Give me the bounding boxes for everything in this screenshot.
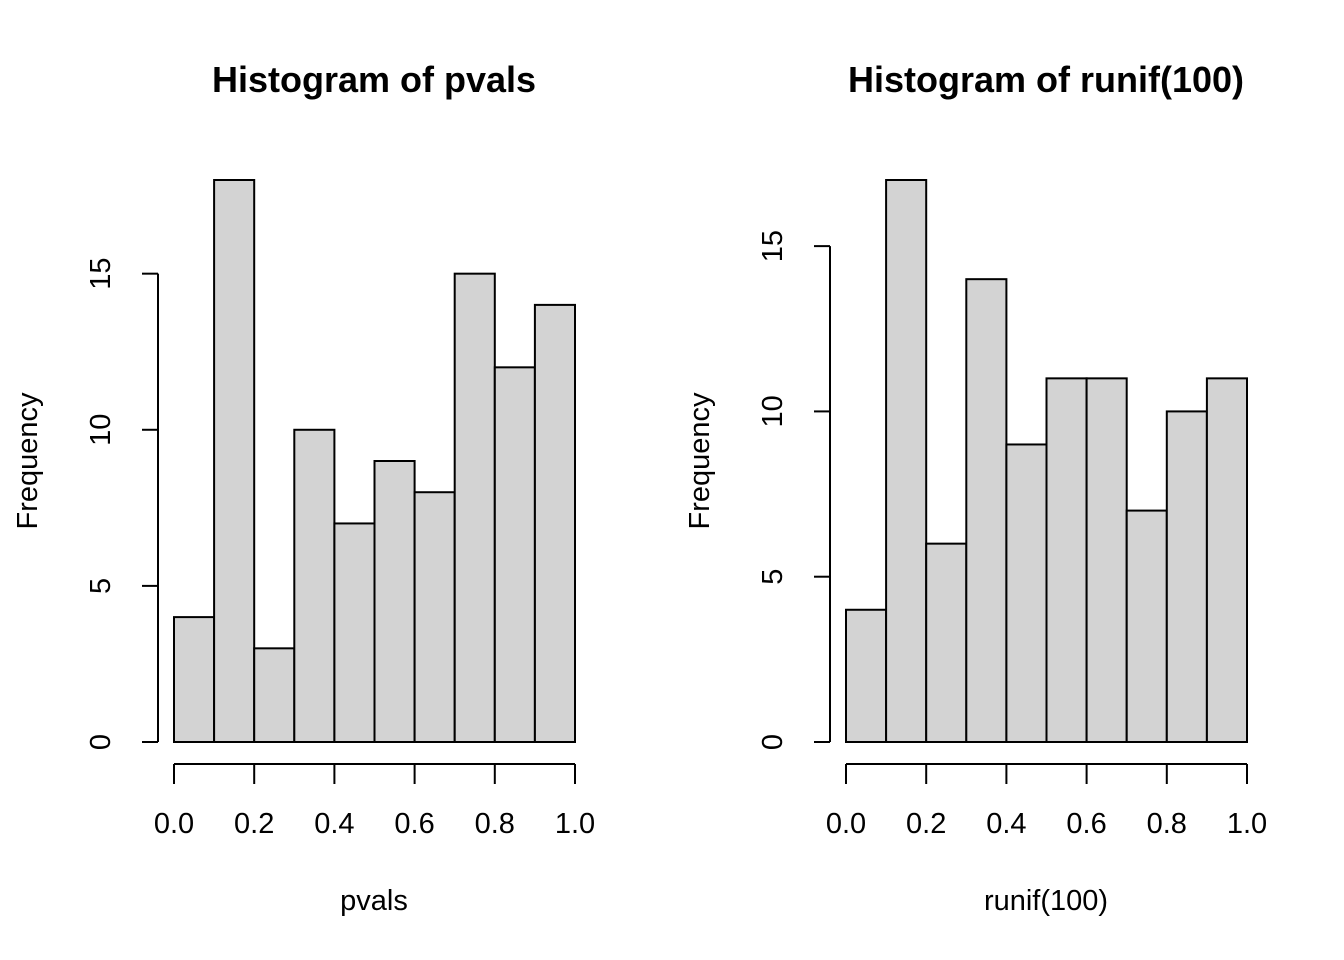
x-tick-label: 0.6 <box>1066 808 1106 840</box>
x-axis-label: runif(100) <box>984 885 1108 917</box>
histogram-bar <box>333 522 376 744</box>
chart-title: Histogram of pvals <box>212 59 536 100</box>
x-tick-label: 1.0 <box>1227 808 1267 840</box>
x-tick-label: 0.8 <box>1147 808 1187 840</box>
histogram-bar <box>1205 377 1249 743</box>
y-tick-label: 0 <box>757 734 789 750</box>
x-tick-label: 0.0 <box>826 808 866 840</box>
y-tick-label: 5 <box>85 578 117 594</box>
y-tick-label: 5 <box>757 569 789 585</box>
y-tick-label: 10 <box>757 395 789 427</box>
x-tick-label: 0.2 <box>234 808 274 840</box>
histogram-bar <box>373 460 416 743</box>
histogram-bar <box>885 179 928 743</box>
histogram-bar <box>533 303 577 743</box>
y-tick-label: 15 <box>757 230 789 262</box>
histogram-bar <box>293 428 336 743</box>
histogram-bar <box>173 616 216 743</box>
histogram-bar <box>1005 443 1048 743</box>
y-tick-label: 15 <box>85 258 117 290</box>
x-tick-label: 0.6 <box>394 808 434 840</box>
histogram-bar <box>845 608 888 743</box>
histogram-bar <box>925 542 968 743</box>
histogram-bar <box>253 647 296 743</box>
x-tick-label: 0.4 <box>986 808 1026 840</box>
histogram-panel-2: Histogram of runif(100) 0 5 10 15 0.0 0.2 0.4 0.… <box>684 59 1267 917</box>
x-tick-label: 0.2 <box>906 808 946 840</box>
histogram-bar <box>493 366 536 743</box>
histogram-bar <box>1085 377 1128 743</box>
y-tick-label: 10 <box>85 414 117 446</box>
y-axis-label: Frequency <box>12 392 44 530</box>
x-tick-label: 0.8 <box>475 808 515 840</box>
y-axis-label: Frequency <box>684 392 716 530</box>
histogram-bar <box>453 272 496 743</box>
x-tick-label: 1.0 <box>555 808 595 840</box>
x-axis-label: pvals <box>340 885 408 917</box>
histogram-bar <box>413 491 456 743</box>
histogram-bar <box>213 179 256 743</box>
histogram-bar <box>965 278 1008 743</box>
x-tick-label: 0.0 <box>154 808 194 840</box>
chart-title: Histogram of runif(100) <box>848 59 1244 100</box>
histogram-panel-1: Histogram of pvals 0 5 10 15 0.0 0.2 0.4 0.6 0.8 1… <box>12 59 595 917</box>
x-tick-label: 0.4 <box>314 808 354 840</box>
y-tick-label: 0 <box>85 734 117 750</box>
histogram-bar <box>1045 377 1088 743</box>
histogram-bar <box>1165 410 1208 743</box>
histogram-bar <box>1125 509 1168 743</box>
